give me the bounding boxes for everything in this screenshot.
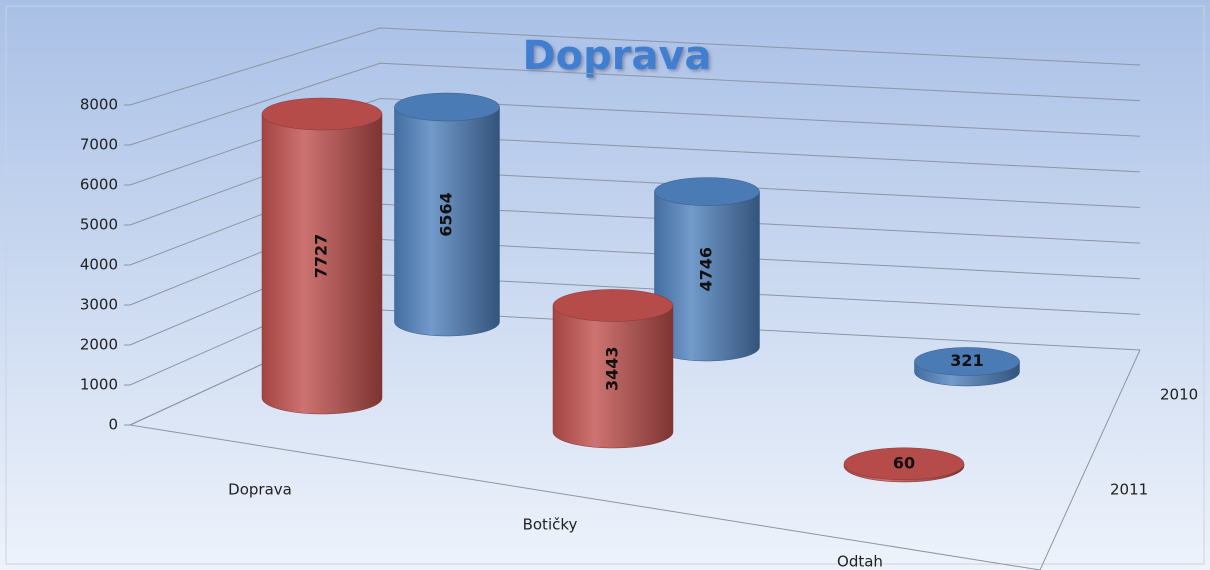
y-tick-label: 8000	[80, 96, 118, 114]
y-tick-label: 6000	[80, 176, 118, 194]
grid-line	[129, 62, 1141, 146]
grid-line	[129, 27, 1141, 106]
cylinder	[394, 92, 500, 337]
data-label: 60	[893, 453, 915, 472]
cylinder	[654, 177, 760, 362]
data-label: 321	[950, 351, 983, 370]
data-label: 6564	[437, 192, 456, 237]
data-label: 3443	[603, 346, 622, 391]
x-tick-label: Doprava	[228, 481, 292, 499]
y-tick-label: 2000	[80, 336, 118, 354]
cylinder-top	[914, 347, 1020, 376]
floor-edge	[129, 349, 1141, 570]
y-tick-label: 3000	[80, 296, 118, 314]
y-tick-label: 5000	[80, 216, 118, 234]
cylinder	[552, 289, 674, 449]
y-tick-label: 4000	[80, 256, 118, 274]
cylinder	[843, 447, 965, 483]
legend-label: 2010	[1160, 386, 1198, 404]
cylinder-body	[261, 113, 383, 415]
cylinder	[261, 97, 383, 415]
y-tick-label: 1000	[80, 376, 118, 394]
y-tick-label: 7000	[80, 136, 118, 154]
plot-frame	[5, 5, 1205, 565]
cylinder-top	[394, 92, 500, 122]
y-tick-label: 0	[108, 416, 118, 434]
legend-label: 2011	[1110, 481, 1148, 499]
data-label: 4746	[697, 247, 716, 292]
cylinder-body	[394, 106, 500, 337]
x-tick-label: Odtah	[837, 553, 883, 570]
cylinder	[914, 347, 1020, 387]
cylinder-top	[552, 289, 674, 322]
grid-line	[129, 97, 1141, 186]
cylinder-body	[552, 305, 674, 449]
x-tick-label: Botičky	[523, 516, 578, 534]
cylinder-top	[261, 97, 383, 131]
cylinder-top	[654, 177, 760, 206]
cylinder-top	[843, 447, 965, 481]
data-label: 7727	[312, 234, 331, 279]
